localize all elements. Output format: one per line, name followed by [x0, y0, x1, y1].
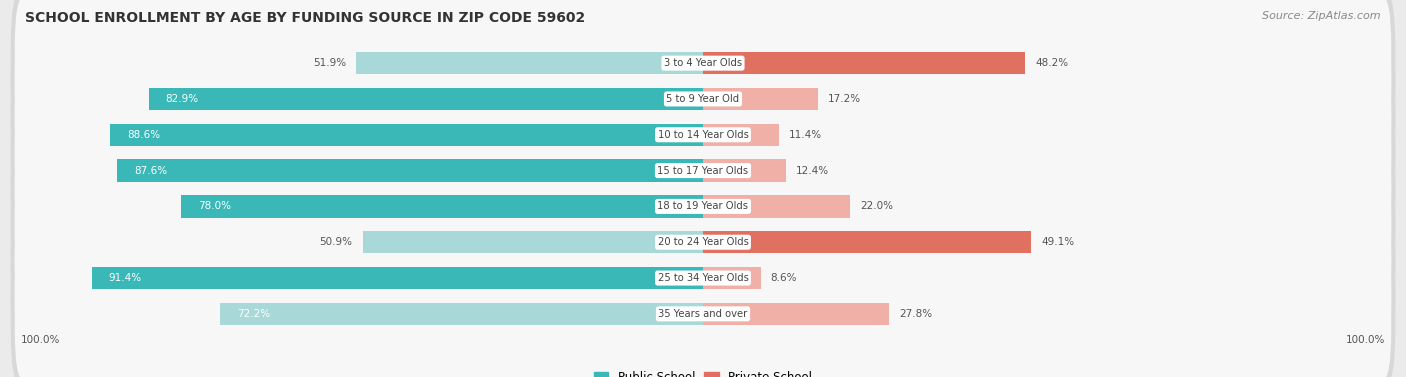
Text: 22.0%: 22.0% — [860, 201, 893, 211]
Bar — [117, 159, 703, 182]
Bar — [703, 303, 889, 325]
FancyBboxPatch shape — [14, 32, 1392, 166]
Text: 100.0%: 100.0% — [21, 336, 60, 345]
Text: 48.2%: 48.2% — [1035, 58, 1069, 68]
Bar — [221, 303, 703, 325]
Text: 100.0%: 100.0% — [1346, 336, 1385, 345]
Text: 91.4%: 91.4% — [108, 273, 142, 283]
FancyBboxPatch shape — [11, 243, 1395, 377]
FancyBboxPatch shape — [11, 64, 1395, 206]
FancyBboxPatch shape — [14, 211, 1392, 345]
Bar — [703, 88, 818, 110]
Text: 12.4%: 12.4% — [796, 166, 830, 176]
Bar — [356, 52, 703, 74]
Text: 15 to 17 Year Olds: 15 to 17 Year Olds — [658, 166, 748, 176]
Bar — [363, 231, 703, 253]
Bar — [703, 231, 1032, 253]
FancyBboxPatch shape — [11, 207, 1395, 349]
Text: 3 to 4 Year Olds: 3 to 4 Year Olds — [664, 58, 742, 68]
Bar — [703, 267, 761, 289]
Text: 87.6%: 87.6% — [134, 166, 167, 176]
FancyBboxPatch shape — [11, 28, 1395, 170]
Text: 18 to 19 Year Olds: 18 to 19 Year Olds — [658, 201, 748, 211]
Text: 50.9%: 50.9% — [319, 237, 353, 247]
FancyBboxPatch shape — [14, 0, 1392, 130]
Bar — [703, 52, 1025, 74]
FancyBboxPatch shape — [11, 171, 1395, 313]
FancyBboxPatch shape — [11, 100, 1395, 242]
FancyBboxPatch shape — [11, 135, 1395, 277]
Bar — [91, 267, 703, 289]
Text: 72.2%: 72.2% — [236, 309, 270, 319]
Legend: Public School, Private School: Public School, Private School — [589, 366, 817, 377]
Bar — [703, 195, 851, 218]
FancyBboxPatch shape — [14, 68, 1392, 201]
FancyBboxPatch shape — [14, 140, 1392, 273]
FancyBboxPatch shape — [14, 104, 1392, 237]
Text: 49.1%: 49.1% — [1042, 237, 1074, 247]
Text: 78.0%: 78.0% — [198, 201, 231, 211]
Text: 27.8%: 27.8% — [898, 309, 932, 319]
Text: 51.9%: 51.9% — [312, 58, 346, 68]
Text: 8.6%: 8.6% — [770, 273, 797, 283]
Text: 11.4%: 11.4% — [789, 130, 823, 140]
Text: 17.2%: 17.2% — [828, 94, 862, 104]
FancyBboxPatch shape — [11, 0, 1395, 134]
Bar — [703, 159, 786, 182]
Text: 82.9%: 82.9% — [166, 94, 198, 104]
FancyBboxPatch shape — [14, 247, 1392, 377]
Text: 88.6%: 88.6% — [127, 130, 160, 140]
Bar — [149, 88, 703, 110]
Text: 25 to 34 Year Olds: 25 to 34 Year Olds — [658, 273, 748, 283]
Text: 20 to 24 Year Olds: 20 to 24 Year Olds — [658, 237, 748, 247]
FancyBboxPatch shape — [14, 176, 1392, 309]
Bar — [703, 124, 779, 146]
Text: 5 to 9 Year Old: 5 to 9 Year Old — [666, 94, 740, 104]
Text: Source: ZipAtlas.com: Source: ZipAtlas.com — [1263, 11, 1381, 21]
Text: 35 Years and over: 35 Years and over — [658, 309, 748, 319]
Bar — [181, 195, 703, 218]
Bar — [111, 124, 703, 146]
Text: 10 to 14 Year Olds: 10 to 14 Year Olds — [658, 130, 748, 140]
Text: SCHOOL ENROLLMENT BY AGE BY FUNDING SOURCE IN ZIP CODE 59602: SCHOOL ENROLLMENT BY AGE BY FUNDING SOUR… — [25, 11, 585, 25]
